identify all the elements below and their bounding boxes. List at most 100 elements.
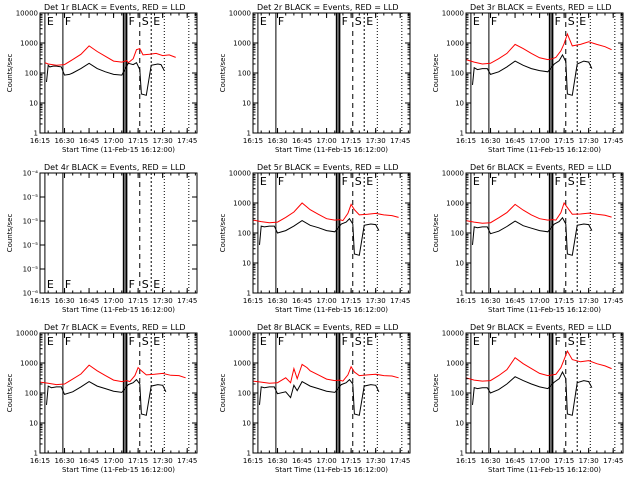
- x-tick-label: 17:00: [530, 297, 550, 305]
- y-tick-label: 10000: [229, 330, 251, 338]
- x-tick-label: 17:00: [530, 137, 550, 145]
- lld-series-line: [39, 364, 186, 386]
- marker-label: F: [342, 175, 348, 188]
- panel-title: Det 2r BLACK = Events, RED = LLD: [257, 3, 399, 12]
- marker-label: F: [65, 15, 71, 28]
- marker-label: E: [47, 278, 54, 291]
- y-tick-label: 10⁻⁴: [23, 170, 39, 178]
- y-tick-label: 100: [238, 70, 251, 78]
- x-tick-label: 16:45: [292, 137, 312, 145]
- x-tick-label: 16:45: [292, 297, 312, 305]
- x-tick-label: 17:45: [603, 457, 623, 465]
- x-tick-label: 17:30: [153, 457, 173, 465]
- y-tick-label: 10: [242, 260, 251, 268]
- x-tick-label: 17:15: [341, 297, 361, 305]
- lld-series-line: [252, 202, 399, 224]
- x-tick-label: 17:30: [579, 297, 599, 305]
- marker-label: F: [342, 15, 348, 28]
- x-tick-label: 16:15: [456, 457, 476, 465]
- y-tick-label: 1: [460, 290, 464, 298]
- marker-label: F: [129, 278, 135, 291]
- plot-frame: [252, 332, 411, 454]
- x-tick-label: 16:30: [267, 137, 287, 145]
- marker-label: E: [366, 175, 373, 188]
- marker-label: E: [579, 175, 586, 188]
- y-tick-label: 100: [25, 390, 38, 398]
- x-tick-label: 17:30: [153, 297, 173, 305]
- marker-label: S: [568, 175, 575, 188]
- marker-label: E: [366, 335, 373, 348]
- y-axis-label: Counts/sec: [219, 54, 227, 93]
- marker-label: E: [260, 15, 267, 28]
- y-tick-label: 1: [460, 130, 464, 138]
- x-tick-label: 16:30: [54, 137, 74, 145]
- x-tick-label: 16:45: [505, 457, 525, 465]
- marker-label: E: [47, 15, 54, 28]
- marker-label: F: [129, 15, 135, 28]
- x-tick-label: 16:15: [30, 137, 50, 145]
- marker-label: S: [568, 15, 575, 28]
- x-tick-label: 17:30: [579, 457, 599, 465]
- y-tick-label: 1: [247, 290, 251, 298]
- marker-label: F: [555, 15, 561, 28]
- x-tick-label: 16:45: [505, 137, 525, 145]
- panel-title: Det 5r BLACK = Events, RED = LLD: [257, 163, 399, 172]
- lld-series-line: [44, 45, 176, 66]
- marker-label: E: [47, 335, 54, 348]
- x-tick-label: 17:15: [128, 137, 148, 145]
- marker-label: F: [65, 278, 71, 291]
- marker-label: F: [491, 335, 497, 348]
- x-axis-label: Start Time (11-Feb-15 16:12:00): [62, 466, 175, 474]
- x-tick-label: 17:15: [554, 457, 574, 465]
- x-tick-label: 16:30: [480, 457, 500, 465]
- marker-label: E: [473, 175, 480, 188]
- x-tick-label: 16:30: [267, 457, 287, 465]
- x-tick-label: 17:00: [104, 457, 124, 465]
- y-tick-label: 1: [247, 450, 251, 458]
- x-tick-label: 17:00: [317, 137, 337, 145]
- x-axis-label: Start Time (11-Feb-15 16:12:00): [275, 146, 388, 154]
- x-tick-label: 16:15: [243, 297, 263, 305]
- plot-frame: [465, 332, 624, 454]
- marker-label: F: [278, 335, 284, 348]
- y-tick-label: 10000: [229, 170, 251, 178]
- x-tick-label: 17:30: [153, 137, 173, 145]
- x-tick-label: 17:00: [104, 297, 124, 305]
- y-tick-label: 10: [29, 420, 38, 428]
- y-tick-label: 1: [34, 450, 38, 458]
- marker-label: E: [153, 335, 160, 348]
- x-tick-label: 17:45: [177, 137, 197, 145]
- events-series-line: [259, 217, 380, 256]
- x-axis-label: Start Time (11-Feb-15 16:12:00): [488, 306, 601, 314]
- y-tick-label: 10000: [442, 170, 464, 178]
- marker-label: F: [278, 175, 284, 188]
- lld-series-line: [465, 349, 612, 382]
- marker-label: S: [568, 335, 575, 348]
- y-tick-label: 10: [455, 260, 464, 268]
- x-tick-label: 16:15: [243, 457, 263, 465]
- x-tick-label: 16:15: [456, 297, 476, 305]
- y-tick-label: 100: [238, 230, 251, 238]
- marker-label: E: [473, 15, 480, 28]
- x-tick-label: 17:45: [603, 297, 623, 305]
- y-tick-label: 1000: [446, 200, 464, 208]
- marker-label: S: [355, 15, 362, 28]
- x-tick-label: 17:30: [366, 137, 386, 145]
- x-tick-label: 17:30: [579, 137, 599, 145]
- y-axis-label: Counts/sec: [219, 374, 227, 413]
- y-tick-label: 10000: [16, 330, 38, 338]
- marker-label: S: [355, 335, 362, 348]
- y-tick-label: 1: [34, 130, 38, 138]
- y-axis-label: Counts/sec: [432, 214, 440, 253]
- y-tick-label: 10000: [16, 10, 38, 18]
- y-tick-label: 10: [455, 420, 464, 428]
- marker-label: E: [579, 335, 586, 348]
- x-tick-label: 16:15: [30, 457, 50, 465]
- y-tick-label: 1000: [446, 40, 464, 48]
- y-axis-label: Counts/sec: [6, 214, 14, 253]
- plot-frame: [252, 172, 411, 294]
